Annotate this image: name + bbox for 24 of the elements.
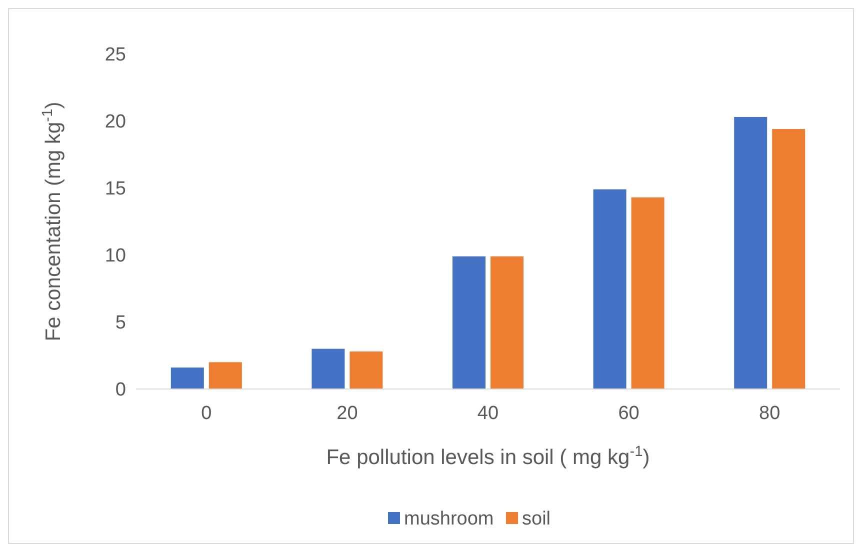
bar	[490, 256, 524, 389]
legend-label: soil	[522, 508, 551, 530]
bar	[452, 256, 486, 389]
bar	[350, 351, 383, 389]
bar	[312, 348, 345, 389]
bar	[734, 116, 768, 389]
bar	[631, 197, 664, 389]
x-tick-label: 20	[336, 403, 358, 424]
x-tick-label: 40	[477, 403, 499, 424]
legend-label: mushroom	[404, 508, 494, 530]
x-tick-label: 80	[759, 403, 780, 424]
bar	[593, 189, 626, 389]
y-tick-label: 5	[115, 312, 126, 334]
bar	[772, 129, 806, 389]
bar	[208, 362, 242, 389]
x-tick-label: 0	[201, 403, 212, 424]
y-tick-label: 25	[104, 44, 126, 66]
bar	[170, 368, 204, 389]
x-axis-title: Fe pollution levels in soil ( mg kg$^{-1}$)	[326, 444, 650, 469]
y-tick-label: 15	[104, 178, 126, 200]
y-tick-label: 0	[115, 380, 126, 401]
x-tick-label: 60	[618, 403, 640, 424]
y-tick-label: 20	[104, 112, 126, 133]
y-tick-label: 10	[104, 246, 126, 267]
